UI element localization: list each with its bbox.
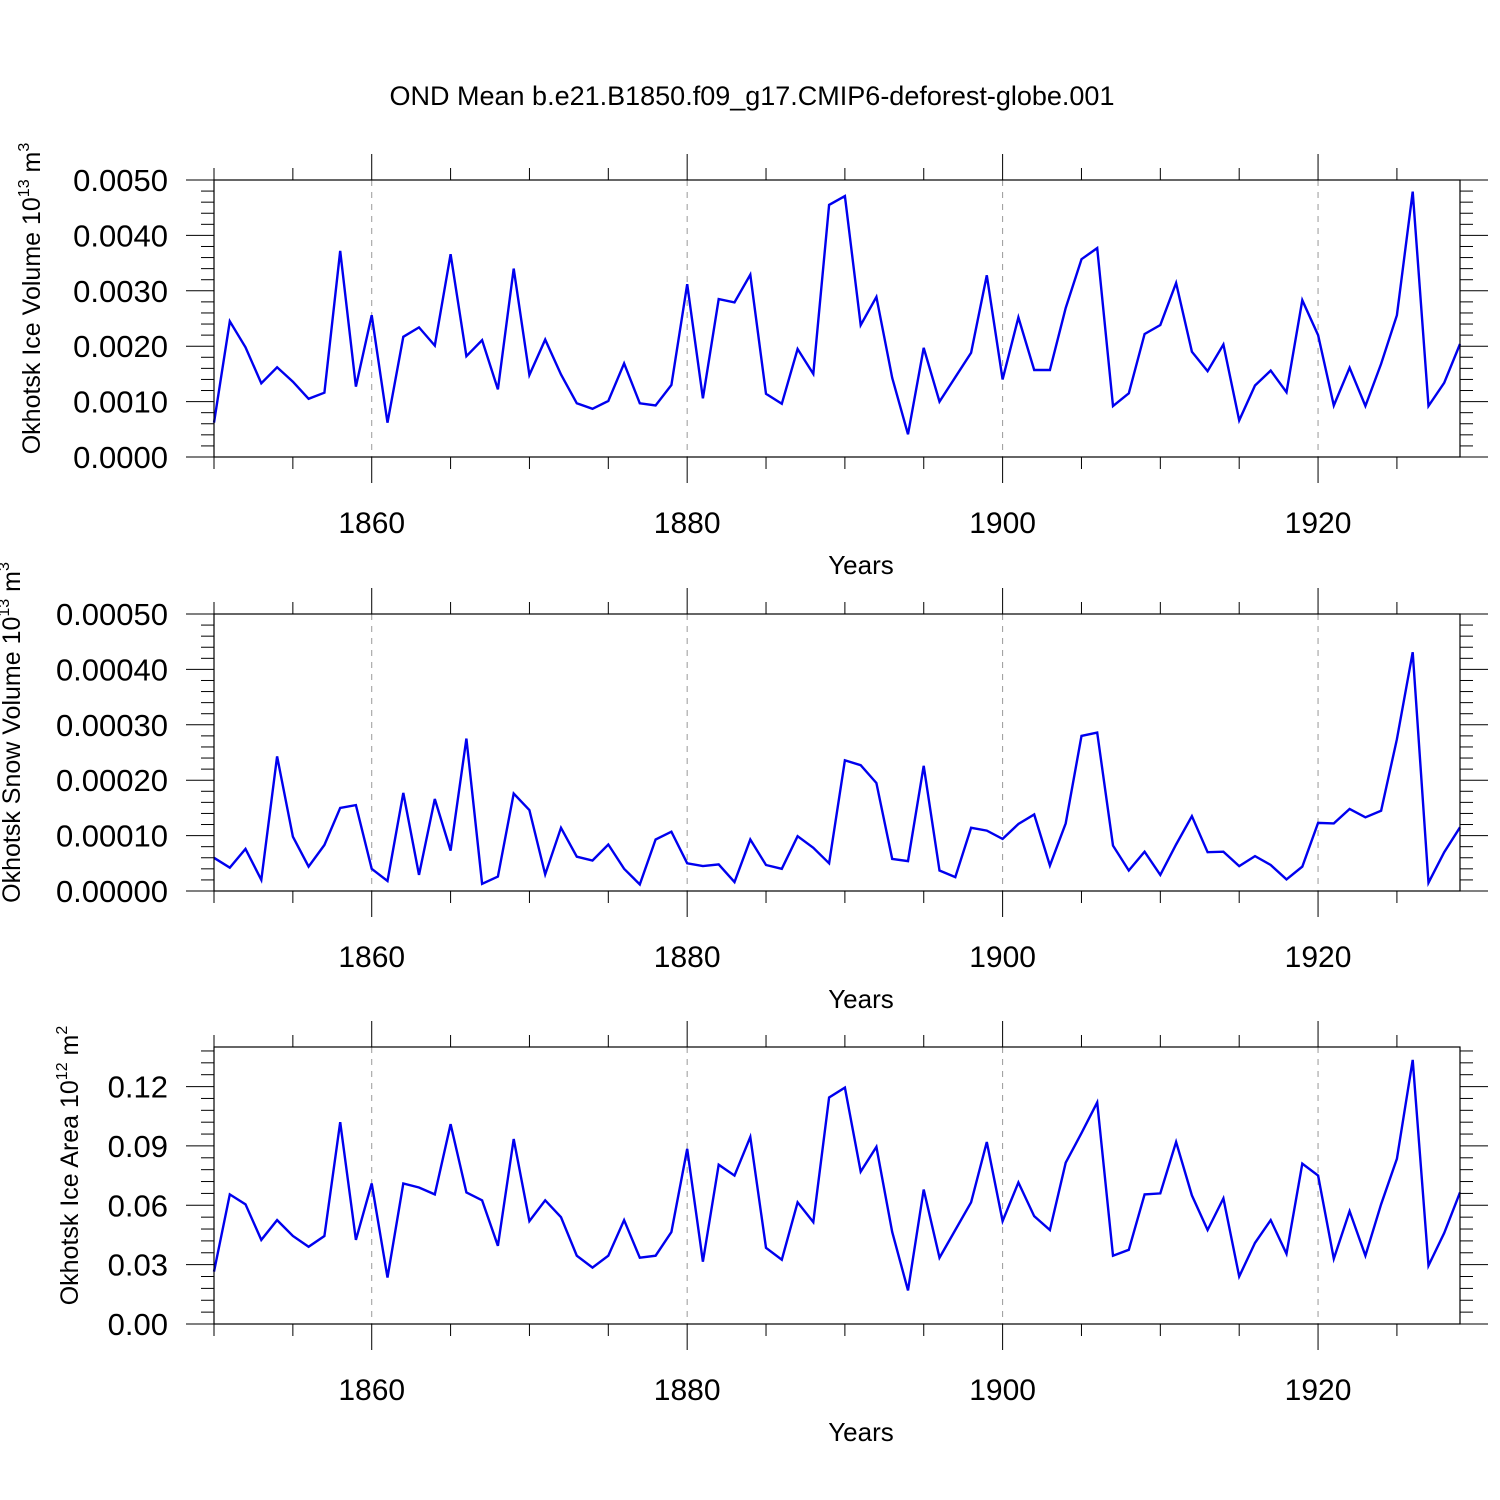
- plot-frame: [213, 1046, 1461, 1325]
- y-tick-label: 0.0020: [73, 329, 168, 364]
- y-tick-label: 0.00030: [56, 708, 168, 743]
- x-tick-label: 1920: [1285, 507, 1352, 540]
- panel-2: 1860 1880 1900 1920 Years 0.00000 0.00010 0.000…: [0, 562, 1488, 1014]
- y-axis-label-part: Okhotsk Ice Area 10: [56, 1080, 84, 1305]
- x-tick-label: 1920: [1285, 941, 1352, 974]
- y-tick-label: 0.0040: [73, 218, 168, 253]
- series-line: [212, 1059, 1462, 1291]
- x-axis-label: Years: [828, 1417, 894, 1447]
- y-tick-label: 0.03: [108, 1248, 168, 1283]
- y-axis-label: Okhotsk Snow Volume 1013 m3: [0, 562, 26, 903]
- x-tick-label: 1860: [338, 1374, 405, 1407]
- y-tick-label: 0.12: [108, 1070, 168, 1105]
- y-axis-label-superscript: 13: [16, 179, 33, 197]
- y-axis-label-superscript: 2: [54, 1026, 71, 1035]
- y-tick-label: 0.00040: [56, 652, 168, 687]
- chart-title: OND Mean b.e21.B1850.f09_g17.CMIP6-defor…: [390, 81, 1115, 111]
- y-axis-label-superscript: 3: [16, 143, 33, 152]
- x-tick-label: 1900: [969, 1374, 1036, 1407]
- y-tick-label: 0.0010: [73, 385, 168, 420]
- plot-frame: [213, 179, 1461, 458]
- y-tick-label: 0.0030: [73, 274, 168, 309]
- y-axis-label-part: Okhotsk Snow Volume 10: [0, 617, 26, 903]
- x-tick-label: 1920: [1285, 1374, 1352, 1407]
- y-tick-label: 0.0050: [73, 163, 168, 198]
- y-tick-label: 0.06: [108, 1188, 168, 1223]
- series-line: [212, 191, 1462, 435]
- y-tick-label: 0.00: [108, 1307, 168, 1342]
- y-tick-label: 0.00010: [56, 819, 168, 854]
- x-axis-label: Years: [828, 550, 894, 580]
- x-axis-label: Years: [828, 984, 894, 1014]
- plot-frame: [213, 613, 1461, 892]
- y-tick-label: 0.00050: [56, 597, 168, 632]
- y-axis-label-superscript: 3: [0, 562, 13, 571]
- y-axis-label-part: m: [0, 571, 26, 599]
- y-tick-label: 0.00000: [56, 874, 168, 909]
- y-axis-label-part: Okhotsk Ice Volume 10: [18, 197, 46, 454]
- y-axis-label: Okhotsk Ice Area 1012 m2: [54, 1026, 84, 1306]
- y-axis-label-superscript: 12: [54, 1062, 71, 1080]
- x-tick-label: 1900: [969, 941, 1036, 974]
- panel-1: 1860 1880 1900 1920 Years 0.0000 0.0010 0.0020 0…: [16, 143, 1488, 580]
- chart-panels: 1860 1880 1900 1920 Years 0.0000 0.0010 0.0020 0…: [0, 143, 1488, 1447]
- series-line: [213, 651, 1462, 888]
- x-tick-label: 1880: [654, 507, 721, 540]
- x-tick-label: 1860: [338, 941, 405, 974]
- panel-3: 1860 1880 1900 1920 Years 0.00 0.03 0.06 0.09 0.1…: [54, 1021, 1488, 1447]
- y-axis-label-part: m: [56, 1035, 84, 1063]
- y-tick-label: 0.09: [108, 1129, 168, 1164]
- y-axis-label-part: m: [18, 152, 46, 180]
- x-tick-label: 1900: [969, 507, 1036, 540]
- x-tick-label: 1880: [654, 1374, 721, 1407]
- y-axis-label-superscript: 13: [0, 599, 13, 617]
- x-tick-label: 1880: [654, 941, 721, 974]
- y-tick-label: 0.00020: [56, 763, 168, 798]
- y-tick-label: 0.0000: [73, 440, 168, 475]
- x-tick-label: 1860: [338, 507, 405, 540]
- y-axis-label: Okhotsk Ice Volume 1013 m3: [16, 143, 46, 455]
